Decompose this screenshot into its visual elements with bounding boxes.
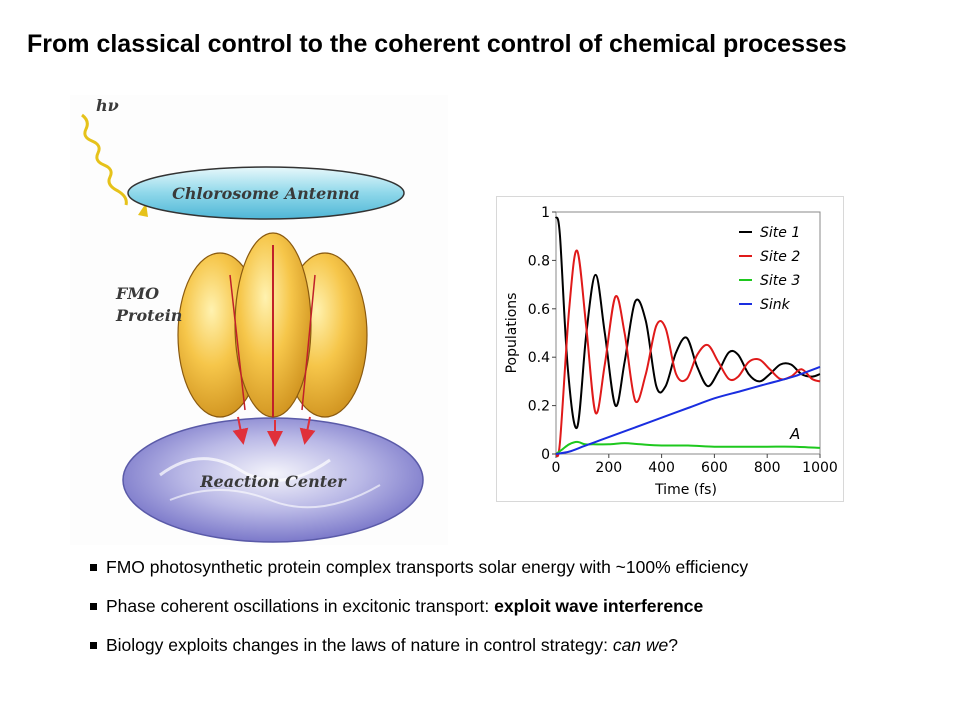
- bullet-text-end: ?: [668, 635, 678, 655]
- bullet-list: FMO photosynthetic protein complex trans…: [90, 556, 950, 673]
- x-tick-label: 0: [552, 460, 561, 476]
- y-tick-label: 1: [541, 205, 550, 221]
- y-axis-label: Populations: [504, 293, 520, 374]
- protein-label-line1: FMO: [115, 284, 159, 303]
- photon-wave-icon: [81, 113, 128, 206]
- plot-area: [555, 211, 821, 455]
- x-tick-label: 600: [701, 460, 728, 476]
- bullet-item-2: Phase coherent oscillations in excitonic…: [90, 595, 950, 618]
- reaction-center-label: Reaction Center: [199, 472, 347, 491]
- square-bullet-icon: [90, 564, 97, 571]
- bullet-text: FMO photosynthetic protein complex trans…: [106, 557, 749, 577]
- y-tick-label: 0.8: [528, 253, 550, 269]
- x-tick-label: 1000: [802, 460, 838, 476]
- y-tick-label: 0: [541, 447, 550, 463]
- legend-label-site-2: Site 2: [760, 249, 800, 265]
- bullet-item-1: FMO photosynthetic protein complex trans…: [90, 556, 950, 579]
- antenna-label: Chlorosome Antenna: [172, 184, 360, 203]
- square-bullet-icon: [90, 642, 97, 649]
- y-tick-label: 0.2: [528, 399, 550, 415]
- bullet-text: Phase coherent oscillations in excitonic…: [106, 596, 495, 616]
- bullet-emphasis: exploit wave interference: [494, 596, 704, 616]
- protein-label-line2: Protein: [115, 306, 182, 325]
- y-tick-label: 0.6: [528, 302, 550, 318]
- legend-label-site-1: Site 1: [760, 225, 800, 241]
- legend-label-site-3: Site 3: [760, 273, 800, 289]
- bullet-text: Biology exploits changes in the laws of …: [106, 635, 613, 655]
- bullet-emphasis: can we: [612, 635, 669, 655]
- square-bullet-icon: [90, 603, 97, 610]
- population-chart: 0 200 400 600 800 1000 0 0.2 0.4 0.6 0.8 1 Site 1 Si…: [496, 196, 844, 502]
- y-tick-label: 0.4: [528, 350, 550, 366]
- series-line-site-3: [555, 440, 821, 455]
- bullet-item-3: Biology exploits changes in the laws of …: [90, 634, 950, 657]
- x-tick-label: 800: [754, 460, 781, 476]
- series-line-site-2: [555, 249, 821, 458]
- legend-label-sink: Sink: [760, 297, 791, 313]
- slide-title: From classical control to the coherent c…: [27, 30, 847, 58]
- series-line-sink: [555, 365, 821, 455]
- photon-label: hν: [96, 96, 119, 115]
- chart-annotation: A: [789, 425, 800, 443]
- chlorosome-antenna: [127, 166, 405, 220]
- x-axis-label: Time (fs): [654, 482, 717, 498]
- fmo-complex-diagram: hν Chlorosome Antenna Reaction Center FM…: [70, 95, 448, 545]
- x-tick-label: 400: [648, 460, 675, 476]
- x-tick-label: 200: [595, 460, 622, 476]
- fmo-protein: [177, 232, 368, 418]
